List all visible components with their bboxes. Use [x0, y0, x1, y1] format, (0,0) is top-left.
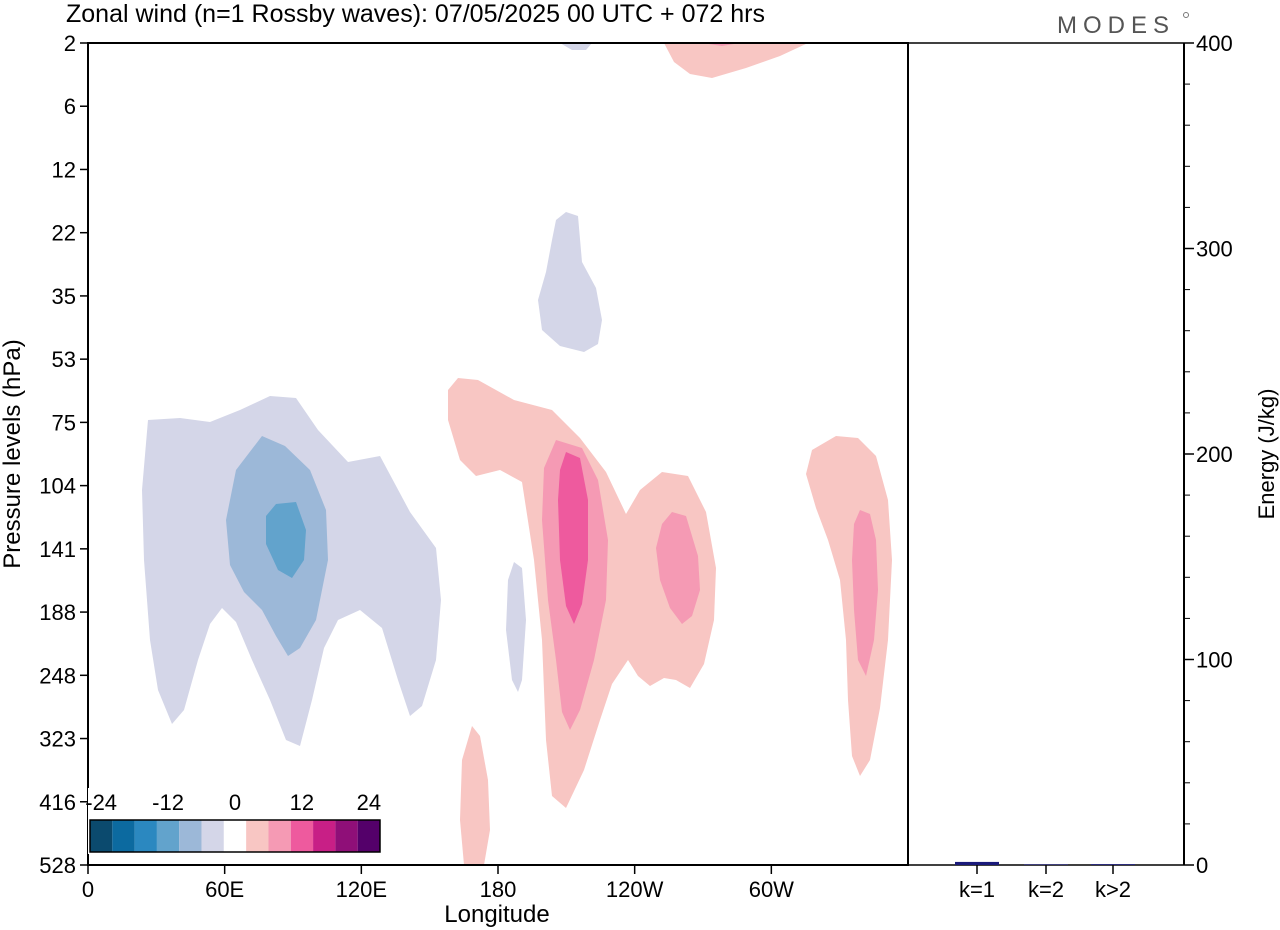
y-tick-label: 248 [39, 663, 76, 688]
colorbar-swatch [156, 820, 180, 852]
energy-category-label: k>2 [1095, 877, 1131, 902]
energy-tick-label: 300 [1196, 237, 1233, 262]
colorbar-swatch [268, 820, 291, 852]
x-tick-label: 180 [480, 877, 517, 902]
energy-axis-label: Energy (J/kg) [1254, 389, 1279, 520]
colorbar-label: 24 [357, 790, 381, 815]
colorbar-swatch [357, 820, 380, 852]
y-tick-label: 6 [64, 94, 76, 119]
contour-stratospheric-westerly [664, 43, 808, 78]
colorbar-label: 0 [229, 790, 241, 815]
y-tick-label: 35 [52, 284, 76, 309]
energy-y-ticks: 0 100 200 300 400 [1184, 31, 1233, 878]
x-tick-label: 60E [205, 877, 244, 902]
energy-bars: k=1 k=2 k>2 [955, 861, 1135, 902]
brand-logo: MODES [1057, 12, 1175, 39]
colorbar-swatch [90, 820, 113, 852]
colorbar-swatch [179, 820, 202, 852]
colorbar-label: 12 [290, 790, 314, 815]
contour-eastern-westerly-core [852, 510, 878, 676]
x-tick-label: 120E [336, 877, 387, 902]
colorbar-frame [89, 819, 381, 853]
x-axis-ticks: 0 60E 120E 180 120W 60W [82, 865, 794, 902]
energy-bar [1091, 864, 1135, 865]
colorbar-swatch [112, 820, 135, 852]
brand-logo-mark [1183, 12, 1189, 18]
y-tick-label: 188 [39, 600, 76, 625]
y-tick-label: 75 [52, 410, 76, 435]
y-tick-label: 323 [39, 727, 76, 752]
contour-upper-easterly-blob [538, 212, 602, 352]
y-tick-label: 53 [52, 347, 76, 372]
y-tick-label: 22 [52, 221, 76, 246]
y-axis-label: Pressure levels (hPa) [0, 339, 26, 568]
colorbar-swatch [290, 820, 314, 852]
chart-title: Zonal wind (n=1 Rossby waves): 07/05/202… [66, 0, 765, 28]
contour-core-easterly [266, 502, 306, 578]
x-axis-label: Longitude [444, 901, 549, 928]
energy-category-label: k=2 [1028, 877, 1064, 902]
energy-tick-label: 200 [1196, 442, 1233, 467]
y-tick-label: 104 [39, 474, 76, 499]
contour-narrow-easterly-sliver [506, 562, 526, 692]
energy-tick-label: 100 [1196, 648, 1233, 673]
colorbar-label: -12 [152, 790, 184, 815]
contour-lower-westerly-sliver [460, 726, 490, 865]
heatmap-panel: 0 60E 120E 180 120W 60W 2 6 12 22 35 53 75 104 141 188… [0, 31, 909, 928]
colorbar-swatch [134, 820, 157, 852]
y-tick-label: 12 [52, 157, 76, 182]
contour-top-easterly [560, 43, 592, 50]
colorbar-swatch [335, 820, 358, 852]
colorbar-swatch [246, 820, 269, 852]
energy-bar [1024, 864, 1068, 865]
y-axis-ticks: 2 6 12 22 35 53 75 104 141 188 248 323 416 528 [39, 31, 88, 878]
y-tick-label: 528 [39, 853, 76, 878]
x-tick-label: 120W [606, 877, 664, 902]
contour-westerly-core [558, 452, 588, 624]
energy-panel: k=1 k=2 k>2 0 100 200 300 400 Energy (J/kg) [908, 31, 1279, 902]
energy-tick-label: 400 [1196, 31, 1233, 56]
contour-fills [142, 43, 892, 865]
y-tick-label: 416 [39, 790, 76, 815]
energy-bar [955, 861, 999, 865]
x-tick-label: 60W [749, 877, 794, 902]
energy-category-label: k=1 [959, 877, 995, 902]
y-tick-label: 2 [64, 31, 76, 56]
colorbar-legend: -24 -12 0 12 24 [85, 788, 382, 854]
x-tick-label: 0 [82, 877, 94, 902]
colorbar-swatch [223, 820, 247, 852]
y-tick-label: 141 [39, 537, 76, 562]
colorbar-swatch [313, 820, 336, 852]
contour-secondary-westerly-core [656, 512, 700, 624]
colorbar-label: -24 [85, 790, 117, 815]
colorbar-swatch [201, 820, 224, 852]
energy-tick-label: 0 [1196, 853, 1208, 878]
